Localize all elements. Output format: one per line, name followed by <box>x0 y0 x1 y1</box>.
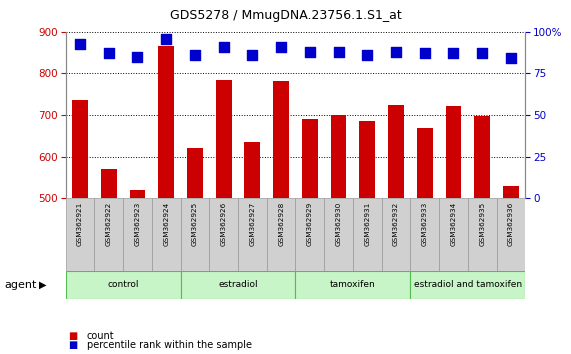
Text: GSM362921: GSM362921 <box>77 202 83 246</box>
Bar <box>324 198 353 271</box>
Point <box>420 51 429 56</box>
Bar <box>158 46 174 198</box>
Bar <box>101 169 116 198</box>
Text: GSM362933: GSM362933 <box>422 202 428 246</box>
Bar <box>130 190 146 198</box>
Text: control: control <box>107 280 139 290</box>
Point <box>363 52 372 58</box>
Bar <box>302 119 317 198</box>
Bar <box>411 271 525 299</box>
Bar <box>331 115 347 198</box>
Bar <box>210 198 238 271</box>
Bar <box>296 271 411 299</box>
Text: GSM362935: GSM362935 <box>479 202 485 246</box>
Bar <box>216 80 232 198</box>
Text: GSM362925: GSM362925 <box>192 202 198 246</box>
Text: count: count <box>87 331 114 341</box>
Point <box>219 44 228 50</box>
Bar <box>296 198 324 271</box>
Text: GSM362923: GSM362923 <box>135 202 140 246</box>
Bar <box>439 198 468 271</box>
Bar <box>238 198 267 271</box>
Text: GSM362922: GSM362922 <box>106 202 112 246</box>
Point <box>75 41 85 46</box>
Bar <box>66 198 94 271</box>
Text: GDS5278 / MmugDNA.23756.1.S1_at: GDS5278 / MmugDNA.23756.1.S1_at <box>170 9 401 22</box>
Bar <box>187 148 203 198</box>
Text: GSM362930: GSM362930 <box>336 202 341 246</box>
Point <box>133 54 142 59</box>
Bar <box>445 106 461 198</box>
Text: ▶: ▶ <box>39 280 46 290</box>
Bar <box>497 198 525 271</box>
Bar <box>72 101 88 198</box>
Bar <box>411 198 439 271</box>
Point <box>305 49 315 55</box>
Point <box>190 52 199 58</box>
Bar <box>244 142 260 198</box>
Text: GSM362929: GSM362929 <box>307 202 313 246</box>
Point <box>104 51 113 56</box>
Bar <box>94 198 123 271</box>
Text: GSM362924: GSM362924 <box>163 202 169 246</box>
Bar <box>468 198 497 271</box>
Text: GSM362934: GSM362934 <box>451 202 456 246</box>
Bar <box>274 81 289 198</box>
Point <box>248 52 257 58</box>
Bar <box>66 271 180 299</box>
Bar <box>381 198 411 271</box>
Bar <box>417 127 433 198</box>
Text: estradiol and tamoxifen: estradiol and tamoxifen <box>414 280 522 290</box>
Text: ■: ■ <box>69 331 78 341</box>
Text: tamoxifen: tamoxifen <box>330 280 376 290</box>
Point <box>506 56 516 61</box>
Bar <box>359 121 375 198</box>
Bar <box>388 105 404 198</box>
Point <box>449 51 458 56</box>
Point <box>392 49 401 55</box>
Point <box>162 36 171 41</box>
Text: GSM362928: GSM362928 <box>278 202 284 246</box>
Bar <box>503 186 519 198</box>
Point <box>478 51 487 56</box>
Text: agent: agent <box>5 280 37 290</box>
Text: GSM362931: GSM362931 <box>364 202 371 246</box>
Text: ■: ■ <box>69 340 78 350</box>
Bar <box>123 198 152 271</box>
Text: GSM362926: GSM362926 <box>220 202 227 246</box>
Text: percentile rank within the sample: percentile rank within the sample <box>87 340 252 350</box>
Bar <box>180 271 296 299</box>
Bar <box>353 198 381 271</box>
Text: GSM362927: GSM362927 <box>250 202 255 246</box>
Text: GSM362932: GSM362932 <box>393 202 399 246</box>
Text: GSM362936: GSM362936 <box>508 202 514 246</box>
Bar <box>152 198 180 271</box>
Text: estradiol: estradiol <box>218 280 258 290</box>
Bar <box>475 116 490 198</box>
Point <box>334 49 343 55</box>
Bar <box>180 198 210 271</box>
Point <box>276 44 286 50</box>
Bar <box>267 198 296 271</box>
